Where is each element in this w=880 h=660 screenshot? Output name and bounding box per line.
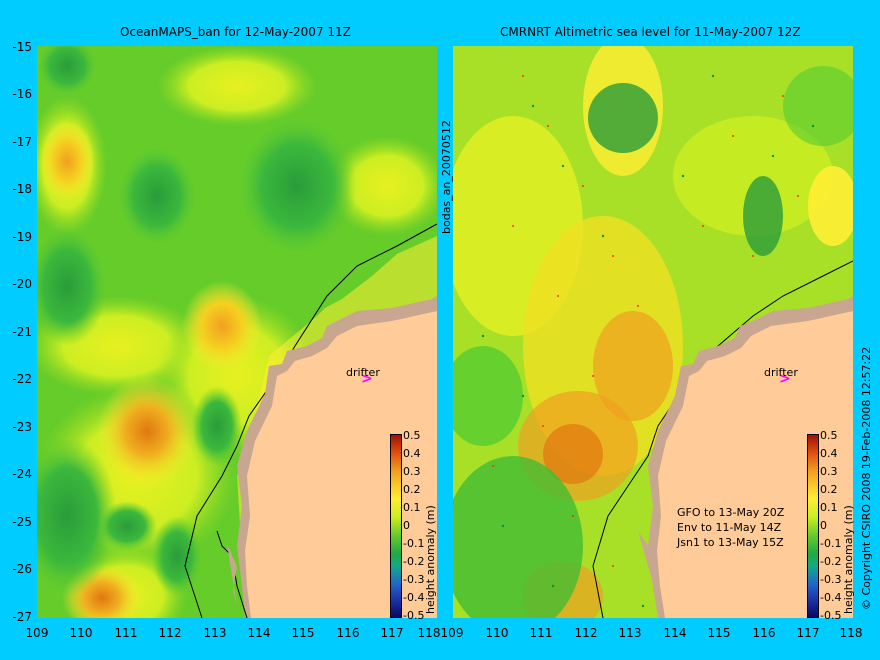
colorbar-tick: 0.4 — [403, 447, 421, 460]
lat-tick: -18 — [12, 182, 32, 196]
lon-tick: 113 — [203, 626, 227, 640]
copyright-label: © Copyright CSIRO 2008 19-Feb-2008 12:57… — [860, 346, 873, 610]
lat-tick: -22 — [12, 372, 32, 386]
bodas-label: bodas_an_20070512 — [440, 120, 453, 234]
left-map-title: OceanMAPS_ban for 12-May-2007 11Z — [120, 25, 351, 39]
colorbar-tick: 0.2 — [403, 483, 421, 496]
lon-tick: 111 — [114, 626, 138, 640]
lon-tick: 117 — [796, 626, 820, 640]
lon-tick: 116 — [752, 626, 776, 640]
satellite-line: Env to 11-May 14Z — [677, 521, 782, 534]
drifter-arrow-right: > — [779, 371, 791, 387]
colorbar-tick: -0.4 — [403, 591, 425, 604]
lon-tick: 110 — [69, 626, 93, 640]
colorbar-tick: -0.5 — [820, 609, 842, 622]
right-colorbar-label: height anomaly (m) — [842, 505, 855, 614]
lat-tick: -27 — [12, 610, 32, 624]
colorbar-tick: 0 — [820, 519, 827, 532]
lon-tick: 109 — [25, 626, 49, 640]
lat-tick: -17 — [12, 135, 32, 149]
colorbar-tick: -0.1 — [403, 537, 425, 550]
lon-tick: 113 — [618, 626, 642, 640]
lon-tick: 114 — [247, 626, 271, 640]
colorbar-tick: 0.5 — [403, 429, 421, 442]
satellite-line: Jsn1 to 13-May 15Z — [677, 536, 784, 549]
lat-tick: -26 — [12, 562, 32, 576]
colorbar-tick: -0.5 — [403, 609, 425, 622]
lat-tick: -25 — [12, 515, 32, 529]
drifter-label-right: drifter — [764, 366, 798, 379]
lon-tick: 114 — [663, 626, 687, 640]
lon-tick: 115 — [291, 626, 315, 640]
left-colorbar — [390, 434, 402, 618]
colorbar-tick: 0.1 — [403, 501, 421, 514]
left-colorbar-label: height anomaly (m) — [424, 505, 437, 614]
colorbar-tick: 0 — [403, 519, 410, 532]
lon-tick: 118 — [839, 626, 863, 640]
lon-tick: 111 — [529, 626, 553, 640]
colorbar-tick: 0.3 — [820, 465, 838, 478]
lon-tick: 115 — [707, 626, 731, 640]
lon-tick: 109 — [440, 626, 464, 640]
satellite-line: GFO to 13-May 20Z — [677, 506, 785, 519]
lat-tick: -23 — [12, 420, 32, 434]
lon-tick: 112 — [574, 626, 598, 640]
lat-tick: -19 — [12, 230, 32, 244]
colorbar-tick: 0.5 — [820, 429, 838, 442]
lon-tick: 112 — [158, 626, 182, 640]
colorbar-tick: -0.3 — [403, 573, 425, 586]
lat-tick: -21 — [12, 325, 32, 339]
lat-tick: -20 — [12, 277, 32, 291]
colorbar-tick: -0.2 — [820, 555, 842, 568]
colorbar-tick: -0.2 — [403, 555, 425, 568]
drifter-arrow-left: > — [361, 371, 373, 387]
colorbar-tick: 0.3 — [403, 465, 421, 478]
colorbar-tick: 0.2 — [820, 483, 838, 496]
right-map-title: CMRNRT Altimetric sea level for 11-May-2… — [500, 25, 801, 39]
right-map-panel — [453, 46, 853, 618]
lat-tick: -15 — [12, 40, 32, 54]
lon-tick: 110 — [485, 626, 509, 640]
drifter-label-left: drifter — [346, 366, 380, 379]
lat-tick: -16 — [12, 87, 32, 101]
lat-tick: -24 — [12, 467, 32, 481]
lon-tick: 116 — [336, 626, 360, 640]
colorbar-tick: -0.1 — [820, 537, 842, 550]
colorbar-tick: -0.4 — [820, 591, 842, 604]
colorbar-tick: -0.3 — [820, 573, 842, 586]
left-map-panel — [37, 46, 437, 618]
colorbar-tick: 0.4 — [820, 447, 838, 460]
colorbar-tick: 0.1 — [820, 501, 838, 514]
lon-tick: 118 — [417, 626, 441, 640]
right-colorbar — [807, 434, 819, 618]
lon-tick: 117 — [380, 626, 404, 640]
